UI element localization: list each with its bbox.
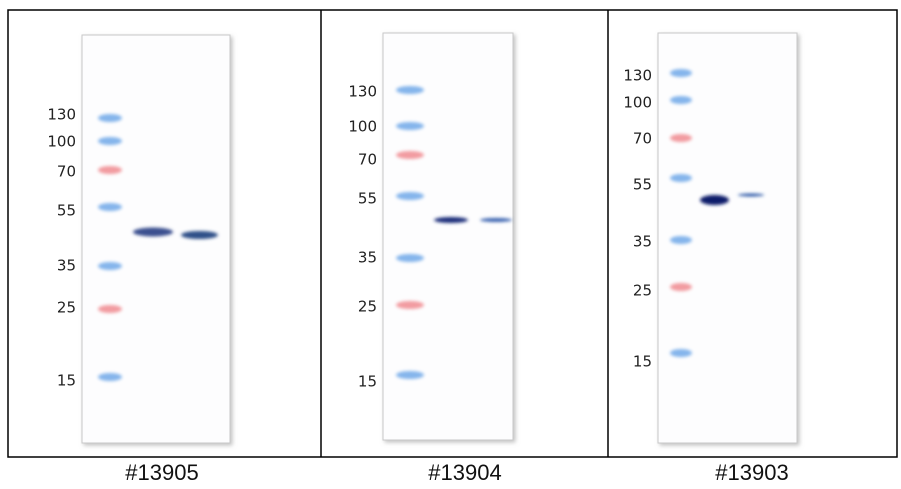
marker-label: 130	[47, 106, 76, 124]
panel-caption: #13905	[125, 460, 198, 485]
ladder-band	[98, 114, 122, 122]
marker-label: 55	[358, 190, 377, 208]
marker-label: 100	[623, 94, 652, 112]
marker-label: 35	[358, 249, 377, 267]
blot-membrane	[383, 33, 513, 440]
ladder-band	[396, 192, 424, 200]
sample-band	[133, 228, 173, 237]
ladder-band	[670, 236, 692, 244]
ladder-band	[396, 301, 424, 309]
marker-label: 15	[633, 353, 652, 371]
blot-panel: 130 100 70 55 35 25 15 #13905	[47, 35, 230, 485]
marker-label: 130	[348, 83, 377, 101]
sample-band	[738, 194, 764, 197]
blot-panel: 130 100 70 55 35 25 15 #13904	[348, 33, 513, 485]
ladder-band	[670, 283, 692, 291]
panel-caption: #13903	[715, 460, 788, 485]
blots: 130 100 70 55 35 25 15 #13905 130 100 70 55 35 25 15 #1…	[47, 33, 797, 485]
blot-membrane	[82, 35, 230, 443]
ladder-band	[670, 69, 692, 77]
marker-label: 55	[57, 202, 76, 220]
marker-label: 15	[358, 373, 377, 391]
marker-label: 25	[633, 282, 652, 300]
ladder-band	[396, 151, 424, 159]
figure: 130 100 70 55 35 25 15 #13905 130 100 70 55 35 25 15 #1…	[0, 0, 901, 489]
marker-label: 25	[358, 298, 377, 316]
sample-band	[480, 218, 512, 222]
marker-label: 25	[57, 299, 76, 317]
ladder-band	[396, 122, 424, 130]
ladder-band	[670, 134, 692, 142]
panel-caption: #13904	[428, 460, 501, 485]
marker-label: 35	[57, 257, 76, 275]
ladder-band	[670, 174, 692, 182]
ladder-band	[396, 371, 424, 379]
ladder-band	[396, 86, 424, 94]
ladder-band	[670, 349, 692, 357]
ladder-band	[98, 373, 122, 381]
marker-label: 15	[57, 372, 76, 390]
ladder-band	[98, 166, 122, 174]
marker-label: 130	[623, 67, 652, 85]
ladder-band	[98, 262, 122, 270]
marker-label: 100	[348, 118, 377, 136]
marker-label: 55	[633, 176, 652, 194]
sample-band	[181, 231, 218, 239]
ladder-band	[98, 203, 122, 211]
ladder-band	[670, 96, 692, 104]
ladder-band	[98, 305, 122, 313]
ladder-band	[98, 137, 122, 145]
blot-panel: 130 100 70 55 35 25 15 #13903	[623, 33, 797, 485]
marker-label: 35	[633, 233, 652, 251]
sample-band	[434, 217, 468, 223]
marker-label: 70	[57, 163, 76, 181]
marker-label: 70	[633, 130, 652, 148]
ladder-band	[396, 254, 424, 262]
marker-label: 100	[47, 133, 76, 151]
sample-band	[700, 195, 729, 205]
marker-label: 70	[358, 151, 377, 169]
